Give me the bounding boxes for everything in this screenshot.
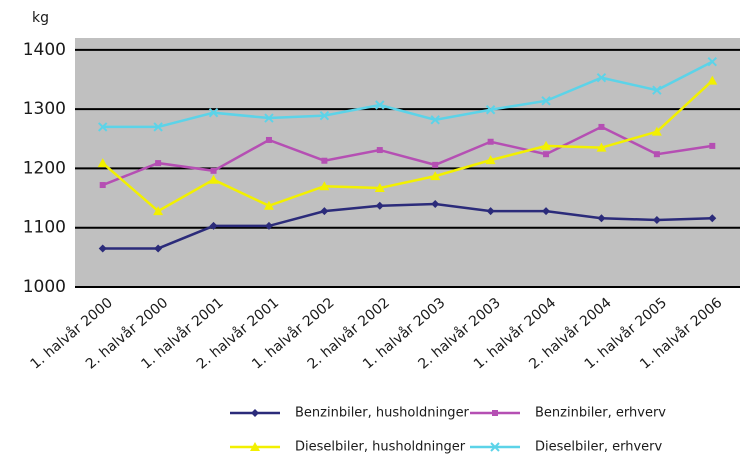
marker (263, 200, 274, 210)
marker (543, 151, 550, 158)
y-tick-label: 1100 (23, 218, 66, 238)
marker (598, 123, 605, 130)
marker (153, 206, 164, 216)
marker (492, 410, 498, 416)
y-tick-label: 1300 (23, 99, 66, 119)
plot-area (75, 38, 740, 287)
marker (375, 201, 384, 210)
series-line (102, 125, 713, 187)
y-tick-label: 1200 (23, 158, 66, 178)
marker (431, 200, 440, 208)
y-tick-label: 1000 (23, 277, 66, 297)
marker (98, 122, 108, 132)
marker (430, 171, 441, 181)
marker (99, 182, 106, 189)
marker (320, 207, 329, 216)
series-line (101, 79, 714, 213)
marker (541, 96, 551, 106)
marker (707, 75, 718, 85)
series-line (102, 60, 713, 129)
marker (98, 244, 107, 253)
marker (209, 221, 218, 230)
marker (251, 409, 259, 417)
marker (709, 142, 716, 149)
marker (264, 221, 273, 230)
legend-label: Benzinbiler, erhverv (535, 406, 666, 421)
legend-label: Benzinbiler, husholdninger (295, 406, 470, 421)
marker (542, 207, 551, 216)
marker (596, 73, 607, 83)
y-axis-label: kg (32, 10, 49, 26)
legend-label: Dieselbiler, erhverv (535, 440, 662, 455)
marker (319, 110, 330, 121)
marker (651, 126, 662, 136)
marker (652, 216, 661, 225)
marker (155, 160, 162, 167)
marker (432, 161, 439, 168)
marker (652, 85, 662, 95)
marker (250, 442, 260, 451)
marker (485, 155, 496, 165)
marker (208, 174, 219, 184)
y-tick-label: 1400 (23, 40, 66, 60)
marker (153, 122, 163, 132)
marker (97, 158, 108, 168)
marker (376, 147, 383, 154)
marker (596, 142, 607, 152)
marker (708, 214, 717, 223)
marker (487, 138, 494, 145)
marker (374, 182, 385, 192)
marker (265, 136, 272, 143)
marker (154, 244, 163, 253)
marker (319, 181, 330, 191)
marker (653, 151, 660, 158)
marker (490, 442, 500, 452)
series-line (102, 202, 713, 250)
marker (597, 214, 606, 223)
marker (264, 113, 274, 123)
legend-label: Dieselbiler, husholdninger (295, 440, 466, 455)
marker (486, 207, 495, 216)
marker (485, 105, 496, 115)
marker (210, 167, 217, 174)
marker (707, 57, 717, 67)
marker (321, 157, 328, 164)
marker (208, 107, 219, 118)
marker (541, 140, 552, 150)
marker (375, 100, 385, 110)
marker (430, 115, 440, 125)
